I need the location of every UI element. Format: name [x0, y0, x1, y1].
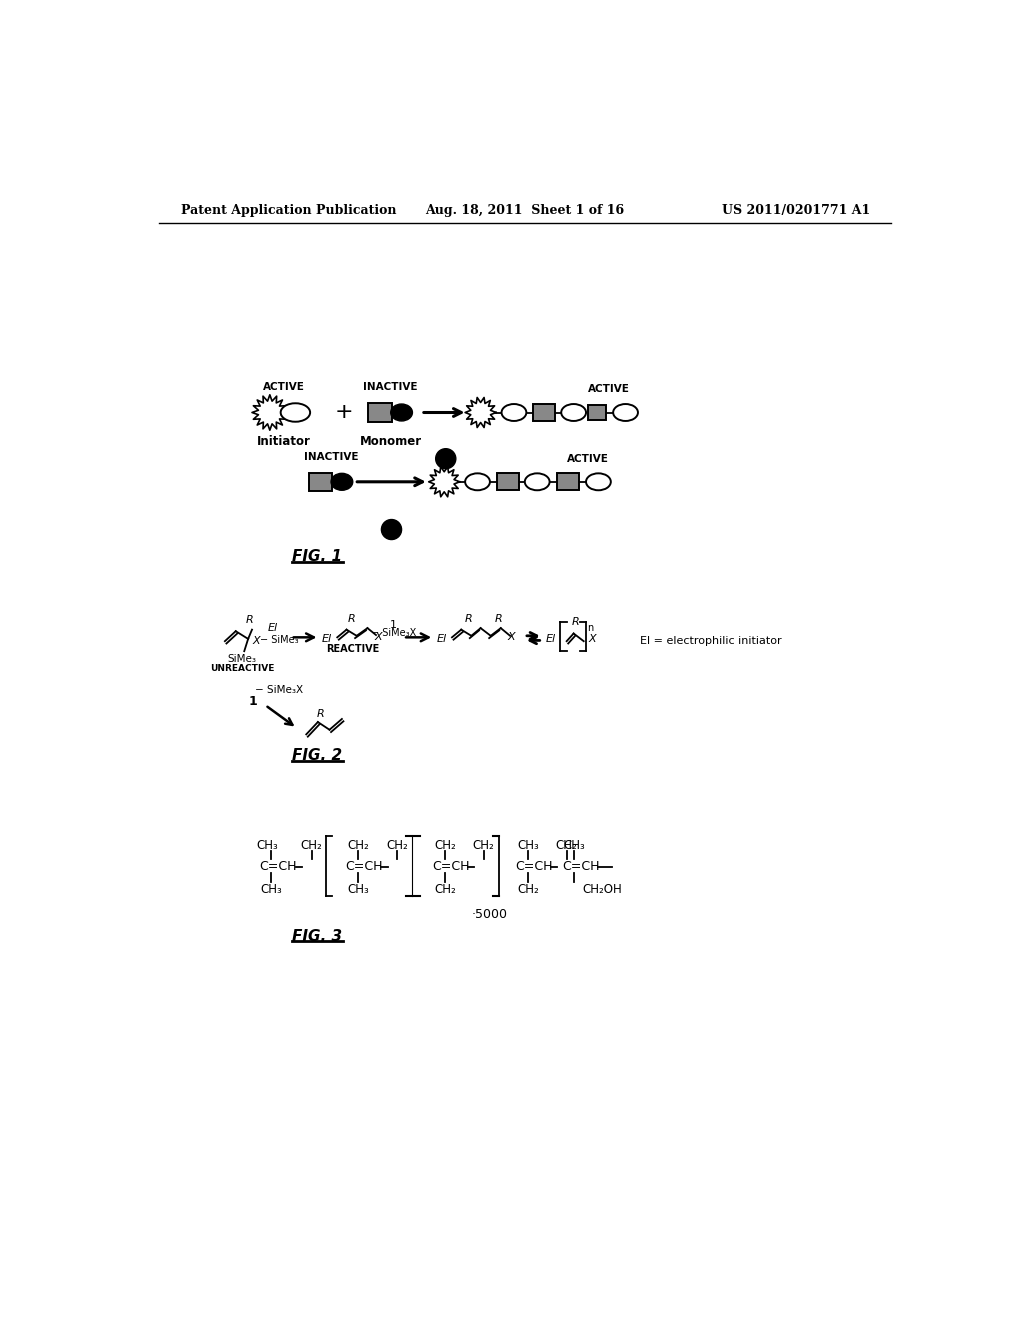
- Text: CH₂: CH₂: [434, 838, 456, 851]
- Text: ACTIVE: ACTIVE: [566, 454, 608, 463]
- Text: El: El: [268, 623, 278, 634]
- Text: R: R: [246, 615, 254, 626]
- Text: CH₂: CH₂: [301, 838, 323, 851]
- Bar: [588, 405, 606, 420]
- Text: ACTIVE: ACTIVE: [263, 381, 305, 392]
- Text: El: El: [323, 634, 332, 644]
- Text: El: El: [437, 634, 446, 644]
- Circle shape: [435, 449, 456, 469]
- Text: SiMe₃: SiMe₃: [227, 653, 256, 664]
- Text: INACTIVE: INACTIVE: [304, 453, 358, 462]
- Text: n: n: [588, 623, 594, 634]
- Text: − SiMe₃X: − SiMe₃X: [371, 628, 417, 639]
- Bar: [534, 404, 555, 421]
- Text: CH₃: CH₃: [517, 838, 539, 851]
- Text: X: X: [589, 634, 596, 644]
- Text: US 2011/0201771 A1: US 2011/0201771 A1: [722, 205, 870, 218]
- Bar: [308, 473, 332, 491]
- Ellipse shape: [525, 474, 550, 490]
- Text: C=CH: C=CH: [515, 861, 553, 874]
- Text: El: El: [546, 634, 555, 644]
- Text: R: R: [495, 614, 503, 624]
- Ellipse shape: [561, 404, 586, 421]
- Text: X: X: [252, 636, 260, 647]
- Text: ·5000: ·5000: [472, 908, 508, 921]
- Text: 1: 1: [248, 694, 257, 708]
- Ellipse shape: [331, 474, 352, 490]
- Text: X: X: [375, 632, 382, 643]
- Ellipse shape: [586, 474, 611, 490]
- Text: C=CH: C=CH: [562, 861, 599, 874]
- Text: INACTIVE: INACTIVE: [364, 381, 418, 392]
- Ellipse shape: [465, 474, 489, 490]
- Text: CH₃: CH₃: [257, 838, 279, 851]
- Text: CH₃: CH₃: [563, 838, 586, 851]
- Bar: [497, 474, 518, 490]
- Text: CH₂: CH₂: [347, 838, 369, 851]
- Text: CH₂OH: CH₂OH: [583, 883, 623, 896]
- Text: CH₃: CH₃: [260, 883, 283, 896]
- Text: C=CH: C=CH: [346, 861, 383, 874]
- Ellipse shape: [391, 404, 413, 421]
- Text: C=CH: C=CH: [432, 861, 470, 874]
- Text: CH₂: CH₂: [517, 883, 539, 896]
- Text: Aug. 18, 2011  Sheet 1 of 16: Aug. 18, 2011 Sheet 1 of 16: [425, 205, 625, 218]
- Text: Initiator: Initiator: [257, 436, 310, 449]
- Text: 1: 1: [390, 620, 397, 630]
- Circle shape: [381, 520, 401, 540]
- Bar: [369, 404, 391, 422]
- Text: R: R: [316, 709, 324, 719]
- Text: ACTIVE: ACTIVE: [588, 384, 630, 395]
- Text: CH₂: CH₂: [386, 838, 408, 851]
- Text: Patent Application Publication: Patent Application Publication: [180, 205, 396, 218]
- Text: X: X: [508, 632, 515, 643]
- Text: FIG. 3: FIG. 3: [292, 928, 342, 944]
- Ellipse shape: [281, 404, 310, 422]
- Text: El = electrophilic initiator: El = electrophilic initiator: [640, 636, 781, 647]
- Text: FIG. 2: FIG. 2: [292, 747, 342, 763]
- Ellipse shape: [613, 404, 638, 421]
- Text: R: R: [348, 614, 356, 624]
- Text: R: R: [572, 616, 580, 627]
- Bar: [557, 474, 579, 490]
- Text: CH₃: CH₃: [347, 883, 369, 896]
- Text: Monomer: Monomer: [359, 436, 422, 449]
- Text: CH₂: CH₂: [556, 838, 578, 851]
- Text: +: +: [334, 403, 352, 422]
- Ellipse shape: [502, 404, 526, 421]
- Text: C=CH: C=CH: [259, 861, 296, 874]
- Text: − SiMe₃X: − SiMe₃X: [255, 685, 303, 694]
- Text: CH₂: CH₂: [473, 838, 495, 851]
- Text: UNREACTIVE: UNREACTIVE: [210, 664, 274, 673]
- Text: REACTIVE: REACTIVE: [326, 644, 379, 653]
- Text: − SiMe₃: − SiMe₃: [260, 635, 298, 645]
- Text: CH₂: CH₂: [434, 883, 456, 896]
- Text: R: R: [464, 614, 472, 624]
- Text: FIG. 1: FIG. 1: [292, 549, 342, 564]
